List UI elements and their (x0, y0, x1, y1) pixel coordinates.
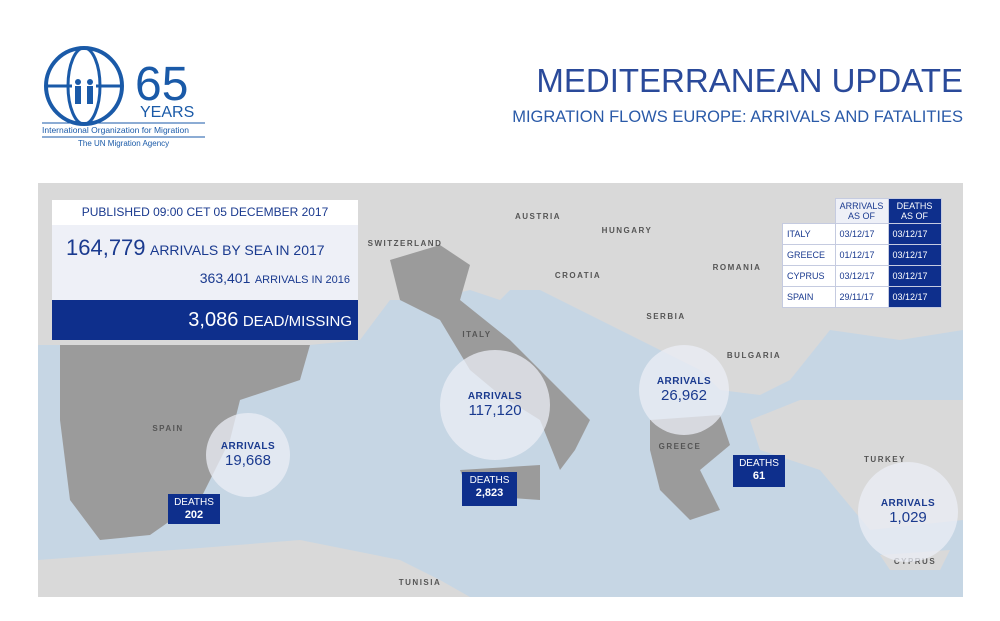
arrivals-bubble: ARRIVALS 1,029 (858, 462, 958, 562)
logo-emblem (75, 86, 81, 104)
arrivals-2017: 164,779 (66, 235, 146, 260)
country-label: TURKEY (864, 455, 906, 464)
arrivals-bubble: ARRIVALS 26,962 (639, 345, 729, 435)
published: PUBLISHED 09:00 CET 05 DECEMBER 2017 (52, 200, 358, 225)
country-label: SERBIA (646, 312, 685, 321)
country-cell: SPAIN (782, 286, 836, 308)
country-label: SPAIN (152, 424, 183, 433)
country-label: AUSTRIA (515, 212, 561, 221)
date-cell: 29/11/17 (834, 286, 889, 308)
spain-land (60, 345, 310, 540)
date-cell: 03/12/17 (887, 286, 942, 308)
deaths-box: DEATHS 202 (168, 494, 220, 524)
table-row: CYPRUS 03/12/17 03/12/17 (782, 265, 942, 287)
country-label: BULGARIA (727, 351, 781, 360)
country-label: ROMANIA (713, 263, 762, 272)
header-cell: DEATHS AS OF (887, 198, 942, 224)
date-cell: 03/12/17 (887, 223, 942, 245)
arrivals-2017-line: 164,779 ARRIVALS BY SEA IN 2017 (66, 235, 325, 261)
country-label: SWITZERLAND (368, 239, 443, 248)
country-label: GREECE (659, 442, 702, 451)
dead-label: DEAD/MISSING (242, 313, 352, 330)
logo-years: YEARS (140, 104, 194, 121)
logo-emblem (75, 79, 81, 85)
country-cell: CYPRUS (782, 265, 836, 287)
arrivals-label: ARRIVALS (880, 498, 936, 509)
logo-emblem (87, 79, 93, 85)
country-cell: ITALY (782, 223, 836, 245)
arrivals-2016-line: 363,401 ARRIVALS IN 2016 (200, 270, 350, 288)
logo-number: 65 (135, 58, 188, 111)
arrivals-value: 26,962 (661, 387, 707, 404)
logo-agency: The UN Migration Agency (78, 139, 169, 148)
deaths-value: 2,823 (475, 487, 504, 499)
logo-emblem (87, 86, 93, 104)
dead-panel: 3,086 DEAD/MISSING (52, 300, 358, 340)
arrivals-label: ARRIVALS (656, 376, 712, 387)
logo: 65 YEARS International Organization for … (42, 46, 205, 148)
header-cell: ARRIVALS AS OF (834, 198, 889, 224)
arrivals-value: 117,120 (468, 402, 522, 419)
country-label: HUNGARY (602, 226, 653, 235)
greece-land (650, 415, 730, 520)
arrivals-value: 1,029 (889, 509, 927, 526)
deaths-value: 61 (752, 470, 766, 482)
arrivals-label: ARRIVALS (220, 441, 276, 452)
country-label: ITALY (462, 330, 491, 339)
dead: 3,086 (188, 309, 239, 331)
table-row: ITALY 03/12/17 03/12/17 (782, 223, 942, 245)
table-header: ARRIVALS AS OF DEATHS AS OF (783, 198, 942, 224)
arrivals-2016: 363,401 (199, 270, 251, 286)
arrivals-bubble: ARRIVALS 19,668 (206, 413, 290, 497)
date-cell: 03/12/17 (834, 265, 889, 287)
deaths-box: DEATHS 2,823 (462, 472, 517, 506)
date-cell: 03/12/17 (887, 244, 942, 266)
country-cell: GREECE (782, 244, 836, 266)
summary-box: PUBLISHED 09:00 CET 05 DECEMBER 2017 164… (52, 200, 358, 340)
date-cell: 03/12/17 (887, 265, 942, 287)
country-label: TUNISIA (399, 578, 442, 587)
table-row: SPAIN 29/11/17 03/12/17 (782, 286, 942, 308)
deaths-label: DEATHS (739, 458, 779, 469)
arrivals-2017-label: ARRIVALS BY SEA IN 2017 (149, 242, 325, 258)
deaths-label: DEATHS (469, 475, 510, 486)
arrivals-2016-label: ARRIVALS IN 2016 (254, 274, 350, 286)
table-row: GREECE 01/12/17 03/12/17 (782, 244, 942, 266)
arrivals-bubble: ARRIVALS 117,120 (440, 350, 550, 460)
land (38, 540, 470, 597)
deaths-box: DEATHS 61 (733, 455, 785, 487)
arrivals-value: 19,668 (225, 452, 271, 469)
date-cell: 03/12/17 (834, 223, 889, 245)
arrivals-panel: 164,779 ARRIVALS BY SEA IN 2017 363,401 … (52, 225, 358, 300)
dates-table: ARRIVALS AS OF DEATHS AS OF ITALY 03/12/1… (782, 198, 942, 308)
table: ARRIVALS AS OF DEATHS AS OF ITALY 03/12/1… (782, 198, 942, 308)
date-cell: 01/12/17 (834, 244, 889, 266)
arrivals-label: ARRIVALS (467, 391, 523, 402)
country-label: CROATIA (555, 271, 601, 280)
deaths-label: DEATHS (174, 497, 214, 508)
subtitle: MIGRATION FLOWS EUROPE: ARRIVALS AND FAT… (512, 108, 963, 126)
deaths-value: 202 (184, 509, 204, 521)
title: MEDITERRANEAN UPDATE (536, 62, 963, 99)
logo-org: International Organization for Migration (42, 125, 189, 135)
blank-cell (783, 199, 836, 224)
